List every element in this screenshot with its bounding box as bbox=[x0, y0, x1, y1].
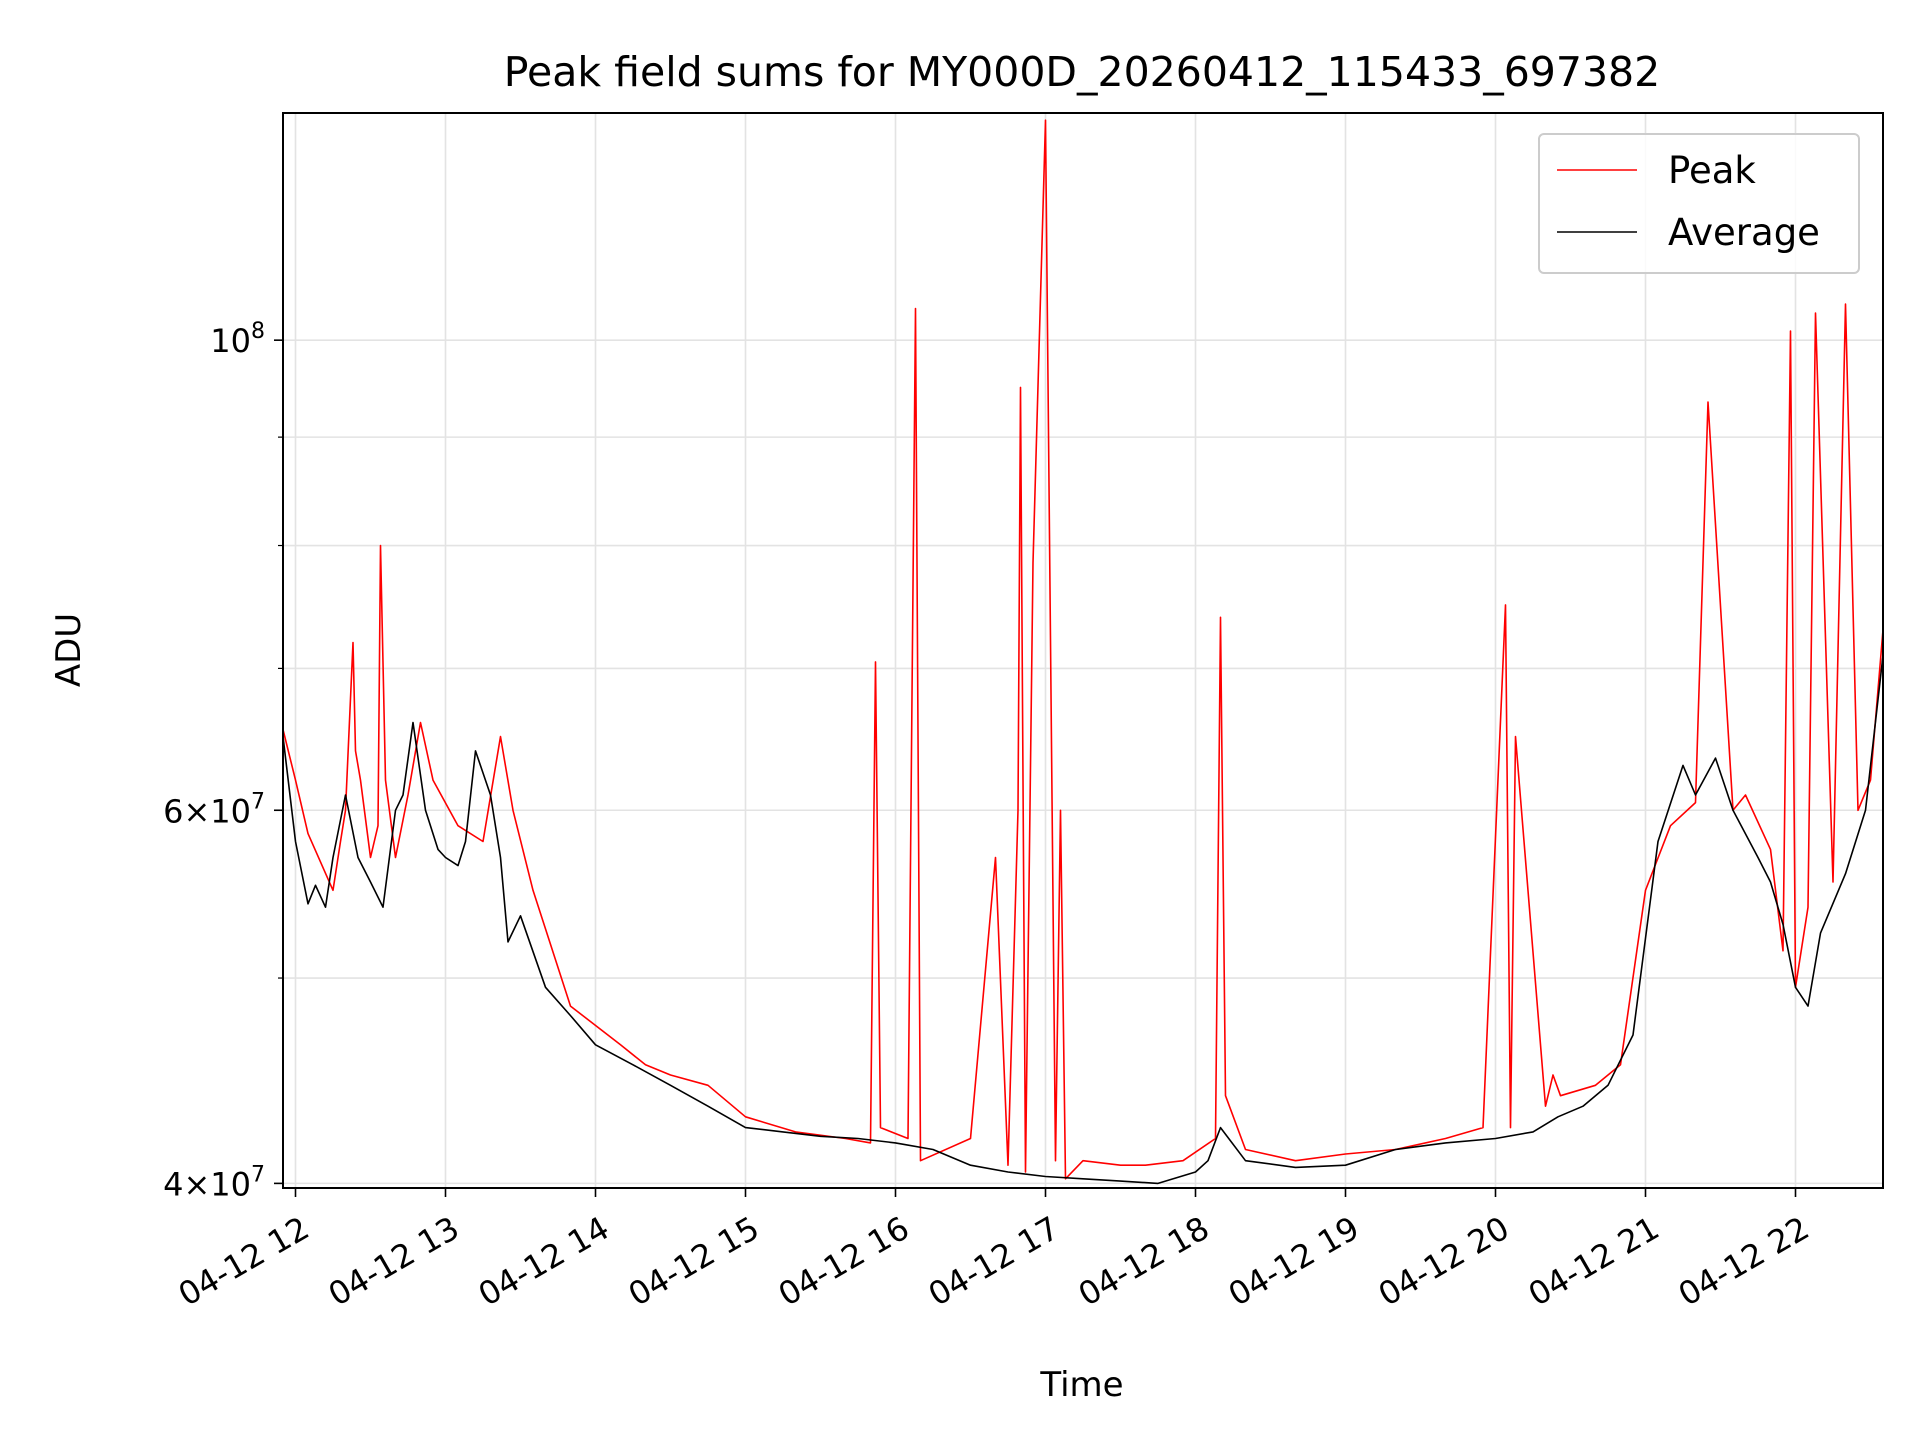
legend-box bbox=[1538, 133, 1860, 274]
plot-frame bbox=[282, 112, 1884, 1189]
series-line-average bbox=[283, 655, 1883, 1185]
series-layer bbox=[283, 119, 1883, 1185]
y-axis-label: ADU bbox=[49, 613, 89, 687]
x-axis-label: Time bbox=[1039, 1365, 1123, 1405]
plot-background bbox=[283, 113, 1883, 1188]
y-tick-label: 6×107 bbox=[163, 789, 265, 830]
legend-label-peak: Peak bbox=[1668, 149, 1756, 192]
grid bbox=[283, 113, 1883, 1188]
series-line-peak bbox=[283, 119, 1883, 1180]
chart-title: Peak field sums for MY000D_20260412_1154… bbox=[504, 48, 1660, 96]
y-tick-label: 108 bbox=[210, 319, 265, 360]
legend: Peak Average bbox=[1538, 133, 1860, 274]
y-tick-label: 4×107 bbox=[163, 1162, 265, 1203]
y-axis: 4×107 6×107 108 bbox=[163, 319, 283, 1203]
legend-label-average: Average bbox=[1668, 211, 1820, 254]
